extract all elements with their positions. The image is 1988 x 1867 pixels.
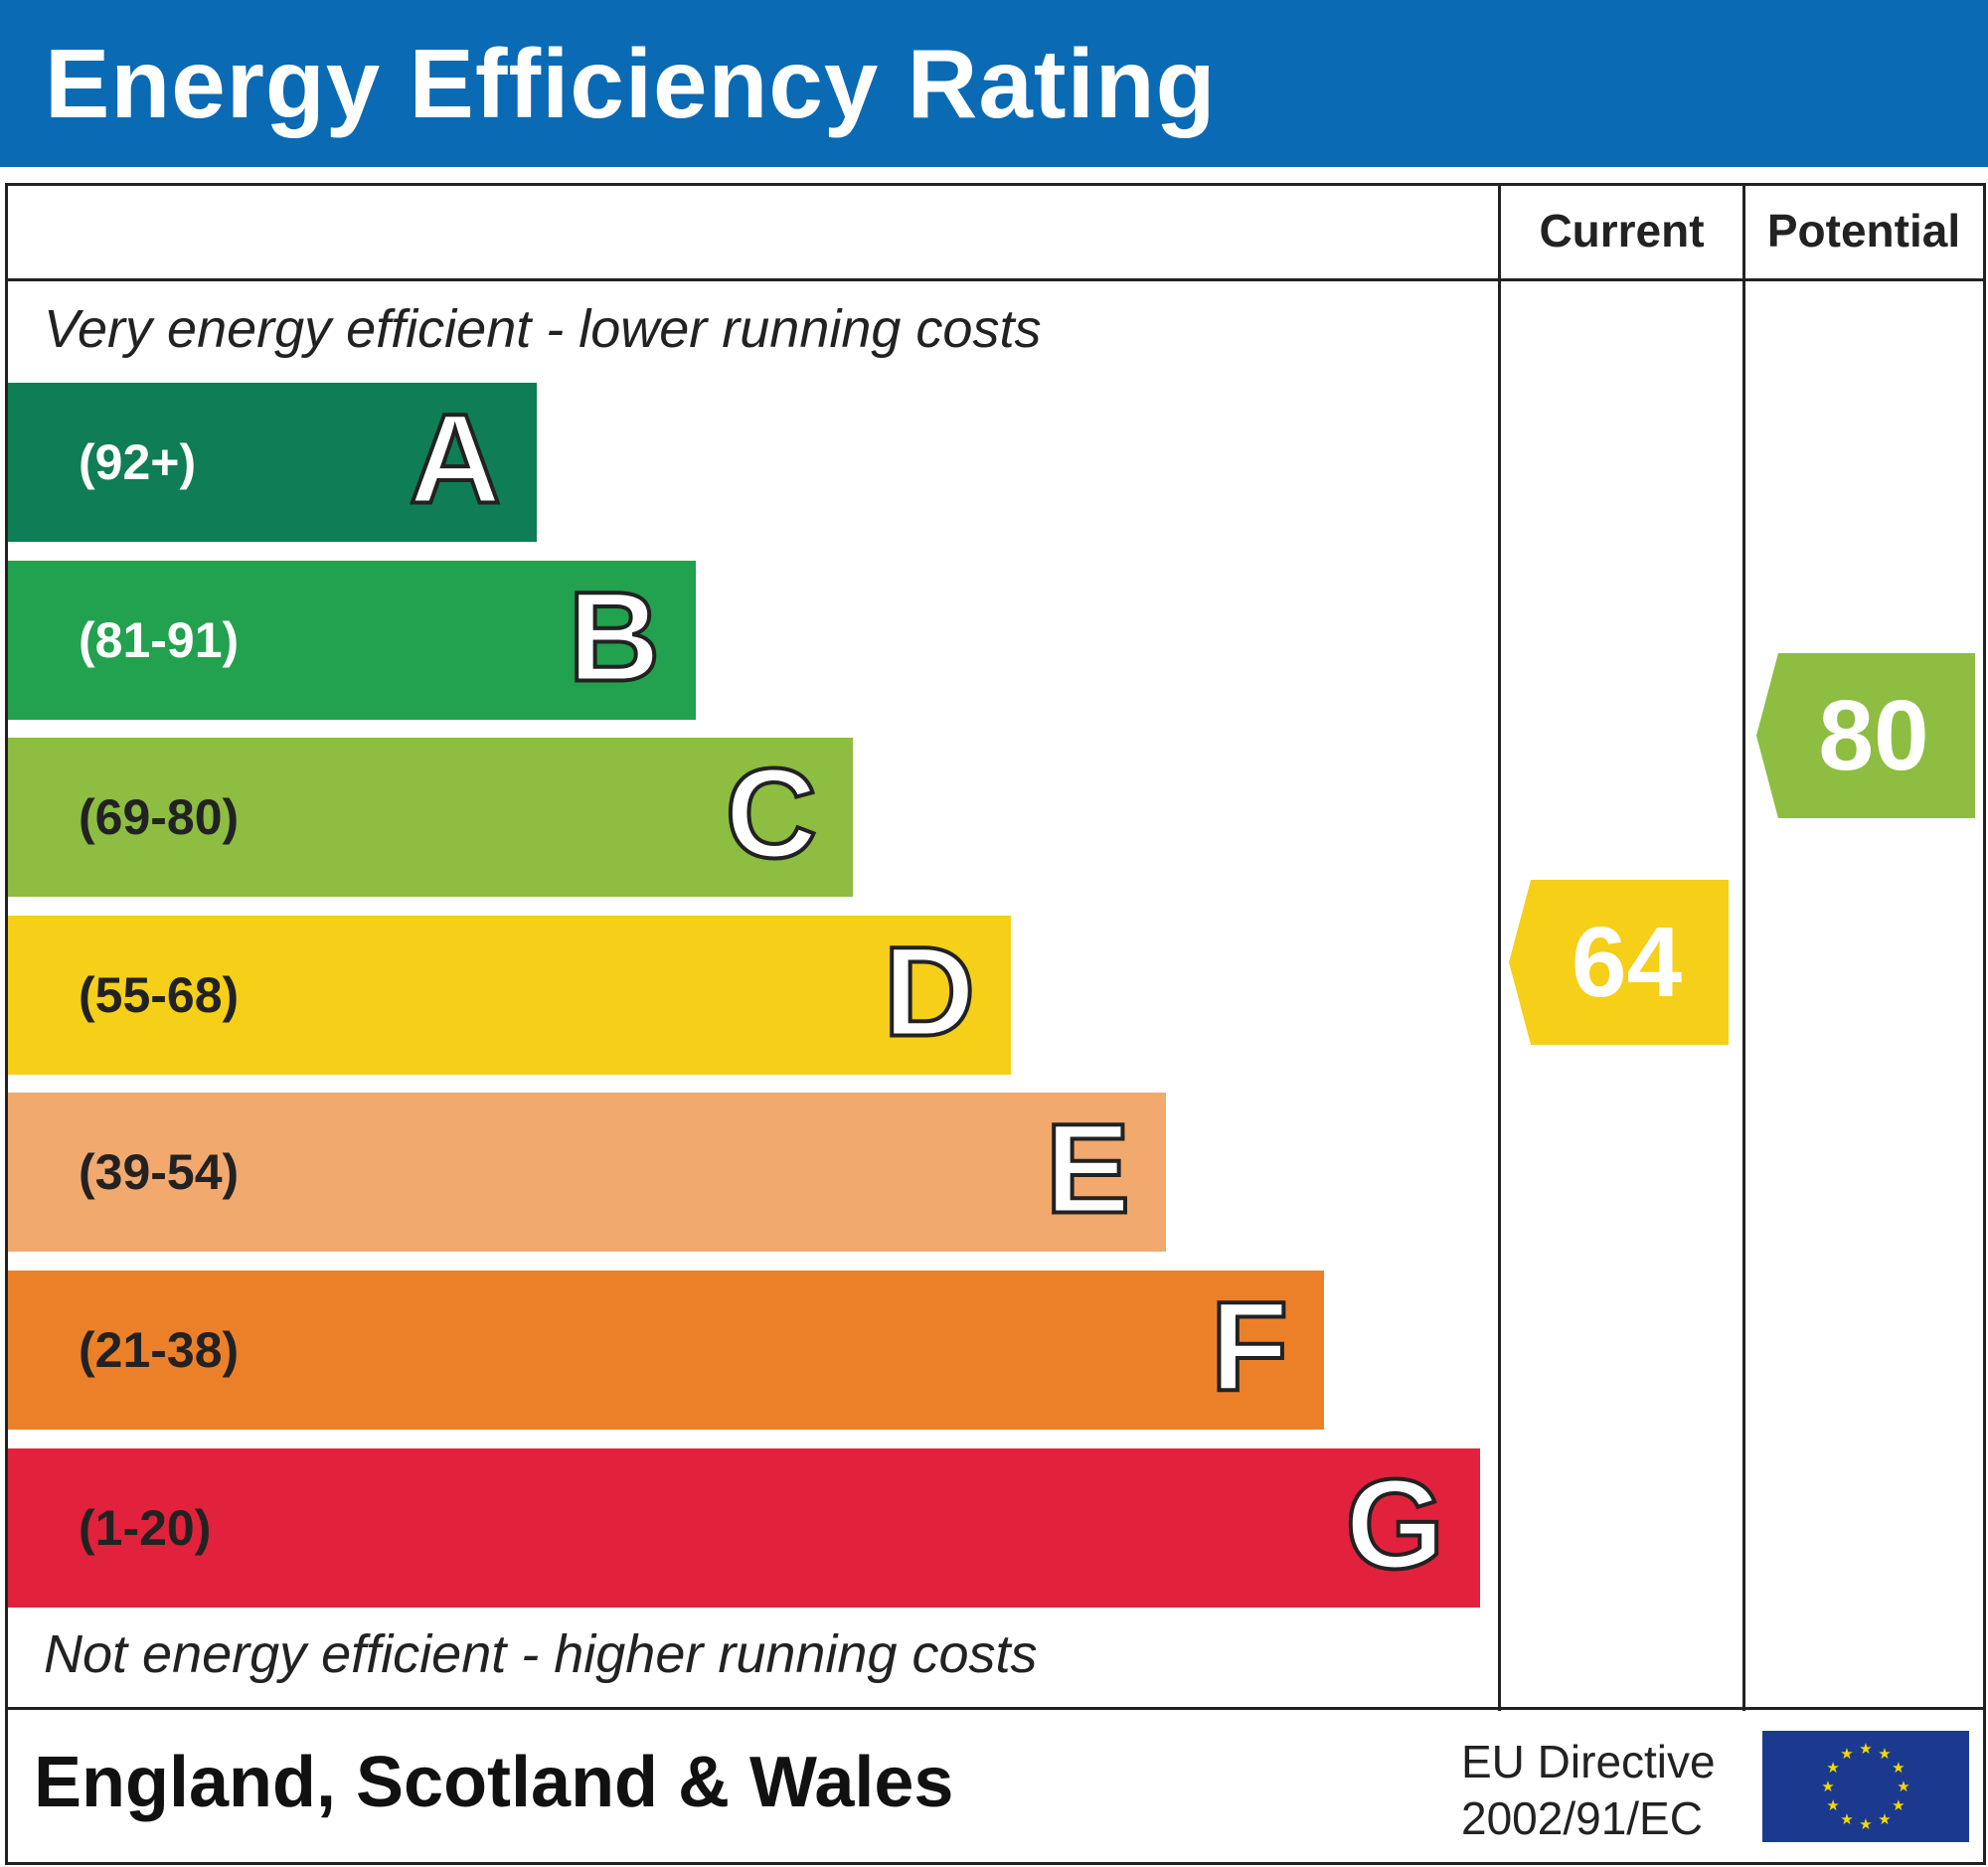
star-icon: ★	[1878, 1746, 1891, 1763]
band-c: (69-80) C	[8, 738, 853, 898]
column-header-current: Current	[1539, 205, 1705, 256]
divider	[1742, 183, 1745, 1711]
eu-flag-icon: ★★★★★★★★★ ★ ★★	[1762, 1731, 1969, 1842]
divider	[5, 1707, 1985, 1710]
star-icon: ★	[1892, 1760, 1905, 1777]
column-header-potential: Potential	[1766, 205, 1961, 256]
band-range: (1-20)	[79, 1499, 212, 1556]
star-icon: ★	[1878, 1811, 1891, 1828]
star-icon: ★	[1840, 1811, 1853, 1828]
band-range: (55-68)	[79, 966, 240, 1023]
band-letter: G	[1343, 1451, 1446, 1598]
band-range: (92+)	[79, 434, 197, 490]
band-letter: F	[1209, 1274, 1290, 1421]
bottom-note: Not energy efficient - higher running co…	[44, 1624, 1038, 1684]
top-note: Very energy efficient - lower running co…	[44, 299, 1042, 359]
star-icon: ★	[1892, 1797, 1905, 1814]
divider	[1498, 183, 1501, 1711]
band-letter: A	[408, 387, 503, 533]
band-range: (69-80)	[79, 789, 240, 846]
star-icon: ★	[1826, 1760, 1839, 1777]
band-g: (1-20) G	[8, 1447, 1480, 1608]
potential-rating-arrow: 80	[1756, 653, 1975, 818]
band-letter: D	[882, 919, 977, 1065]
directive-number: 2002/91/EC	[1461, 1792, 1703, 1844]
band-d: (55-68) D	[8, 915, 1011, 1075]
band-f: (21-38) F	[8, 1271, 1324, 1430]
star-icon: ★	[1821, 1779, 1834, 1795]
divider	[5, 278, 1985, 281]
directive-label: EU Directive	[1461, 1736, 1716, 1787]
star-icon: ★	[1897, 1779, 1909, 1795]
potential-rating-value: 80	[1818, 679, 1929, 791]
star-icon: ★	[1859, 1741, 1872, 1758]
band-b: (81-91) B	[8, 560, 696, 720]
header-banner: Energy Efficiency Rating	[0, 0, 1988, 167]
current-rating-value: 64	[1571, 906, 1683, 1018]
rating-table	[5, 183, 1986, 1865]
band-a: (92+) A	[8, 383, 537, 542]
page-title: Energy Efficiency Rating	[45, 29, 1217, 138]
star-icon: ★	[1826, 1797, 1839, 1814]
band-range: (39-54)	[79, 1144, 240, 1201]
band-range: (81-91)	[79, 611, 240, 668]
band-letter: E	[1044, 1097, 1132, 1243]
region-label: England, Scotland & Wales	[34, 1743, 954, 1822]
current-rating-arrow: 64	[1509, 880, 1729, 1045]
band-letter: B	[567, 564, 662, 710]
star-icon: ★	[1859, 1816, 1872, 1833]
star-icon: ★	[1840, 1746, 1853, 1763]
band-e: (39-54) E	[8, 1093, 1166, 1253]
band-letter: C	[724, 742, 819, 888]
band-range: (21-38)	[79, 1322, 240, 1378]
